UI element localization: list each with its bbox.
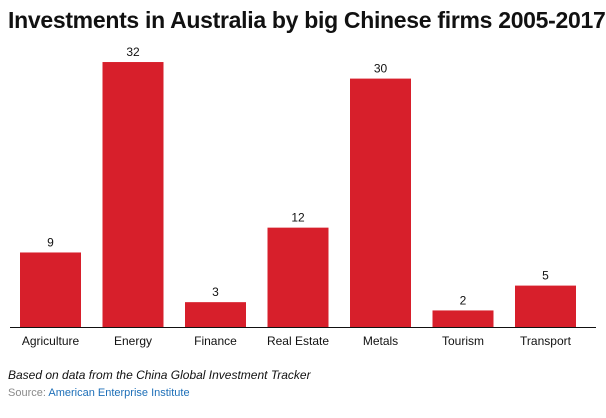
bar-group [20, 62, 576, 327]
category-label-metals: Metals [363, 334, 398, 348]
category-label-real-estate: Real Estate [267, 334, 329, 348]
value-label-agriculture: 9 [47, 235, 54, 249]
value-label-transport: 5 [542, 269, 549, 283]
category-label-energy: Energy [114, 334, 152, 348]
category-label-tourism: Tourism [442, 334, 484, 348]
source-link[interactable]: American Enterprise Institute [48, 387, 190, 399]
category-label-group: Agriculture Energy Finance Real Estate Metal… [22, 334, 572, 348]
bar-finance [185, 302, 246, 327]
value-label-metals: 30 [374, 62, 388, 76]
value-label-real-estate: 12 [291, 211, 305, 225]
category-label-finance: Finance [194, 334, 237, 348]
source-label: Source: [8, 387, 49, 399]
bar-transport [515, 285, 576, 327]
value-label-tourism: 2 [460, 293, 467, 307]
bar-agriculture [20, 252, 81, 327]
chart-title: Investments in Australia by big Chinese … [8, 7, 606, 33]
bar-energy [102, 62, 164, 327]
data-note: Based on data from the China Global Inve… [8, 368, 311, 382]
value-label-group: 9 32 3 12 30 2 5 [47, 45, 549, 307]
bar-tourism [432, 310, 494, 327]
bar-metals [350, 78, 411, 327]
value-label-finance: 3 [212, 285, 219, 299]
bar-real-estate [267, 227, 329, 327]
source-line: Source: American Enterprise Institute [8, 387, 190, 399]
value-label-energy: 32 [126, 45, 140, 59]
category-label-agriculture: Agriculture [22, 334, 80, 348]
category-label-transport: Transport [520, 334, 572, 348]
